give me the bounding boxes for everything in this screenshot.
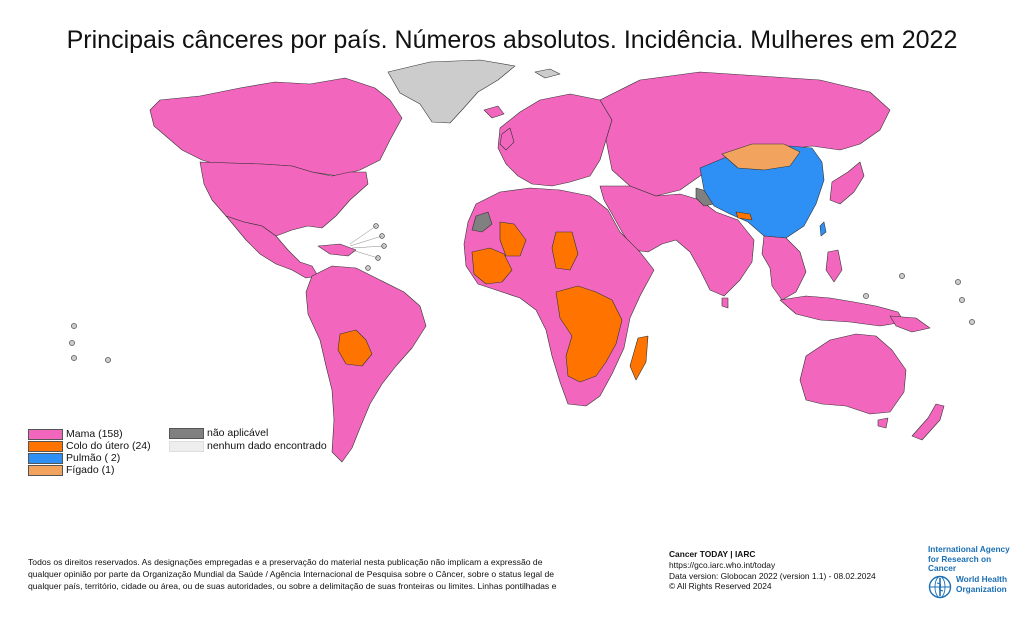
- new-zealand-region: [911, 403, 945, 441]
- legend-swatch: [28, 441, 63, 452]
- iceland-region: [483, 105, 505, 119]
- logos-block: International Agency for Research on Can…: [928, 544, 1020, 599]
- png-region: [889, 315, 931, 333]
- iarc-logo-line: for Research on Cancer: [928, 553, 992, 573]
- bolivia-region: [337, 329, 373, 367]
- madagascar-region: [629, 335, 649, 381]
- philippines-region: [825, 249, 843, 283]
- island-marker: [71, 355, 77, 361]
- source-block: Cancer TODAY | IARC https://gco.iarc.who…: [669, 549, 876, 592]
- legend-swatch: [169, 441, 204, 452]
- west-africa-cervix-region: [471, 247, 513, 285]
- nepal-region: [735, 211, 753, 221]
- disclaimer-line: Todos os direitos reservados. As designa…: [28, 557, 543, 567]
- island-marker: [959, 297, 965, 303]
- southeast-asia-region: [761, 235, 807, 301]
- legend-label: Pulmão ( 2): [66, 452, 121, 464]
- leader-line: [349, 235, 383, 247]
- island-marker: [955, 279, 961, 285]
- japan-korea-region: [829, 161, 865, 205]
- disclaimer-text: Todos os direitos reservados. As designa…: [28, 556, 648, 593]
- legend-swatch: [28, 429, 63, 440]
- island-marker: [71, 323, 77, 329]
- who-logo-line: World Health: [956, 574, 1008, 584]
- mali-region: [499, 221, 527, 257]
- central-southern-africa-cervix-region: [555, 285, 623, 383]
- svalbard-region: [534, 68, 561, 79]
- disclaimer-line: qualquer país, território, cidade ou áre…: [28, 581, 557, 592]
- legend-swatch: [169, 428, 204, 439]
- island-marker: [69, 340, 75, 346]
- taiwan-region: [819, 221, 827, 237]
- legend-label: não aplicável: [207, 427, 269, 439]
- source-version: Data version: Globocan 2022 (version 1.1…: [669, 570, 876, 581]
- western-sahara-region: [471, 211, 493, 233]
- leader-line: [351, 249, 379, 259]
- island-marker: [105, 357, 111, 363]
- island-marker: [969, 319, 975, 325]
- disclaimer-line: qualquer opinião por parte da Organizaçã…: [28, 569, 555, 580]
- who-emblem-icon: [928, 575, 952, 599]
- legend-label: nenhum dado encontrado: [207, 440, 327, 452]
- source-title: Cancer TODAY | IARC: [669, 549, 756, 559]
- chad-region: [551, 231, 579, 271]
- legend-label: Mama (158): [66, 428, 123, 440]
- map-title: Principais cânceres por país. Números ab…: [66, 26, 958, 54]
- who-logo: World Health Organization: [928, 573, 1020, 607]
- source-url[interactable]: https://gco.iarc.who.int/today: [669, 559, 776, 570]
- greenland-region: [387, 59, 516, 124]
- leader-line: [351, 245, 385, 249]
- caribbean-region: [317, 243, 357, 257]
- tasmania-region: [877, 417, 889, 429]
- sri-lanka-region: [721, 297, 729, 309]
- uk-region: [499, 127, 515, 151]
- legend-label: Colo do útero (24): [66, 440, 151, 452]
- south-america-region: [305, 265, 427, 463]
- legend-swatch: [28, 453, 63, 464]
- who-logo-text: World Health Organization: [956, 574, 1008, 594]
- australia-region: [799, 333, 907, 415]
- island-marker: [365, 265, 371, 271]
- legend-label: Fígado (1): [66, 464, 115, 476]
- who-logo-line: Organization: [956, 583, 1007, 594]
- iarc-logo-line: International Agency: [928, 544, 1010, 554]
- source-copyright: © All Rights Reserved 2024: [669, 581, 772, 592]
- indonesia-region: [779, 295, 905, 327]
- island-marker: [863, 293, 869, 299]
- leader-line: [349, 225, 377, 245]
- legend-swatch: [28, 465, 63, 476]
- iarc-logo: International Agency for Research on Can…: [928, 544, 1020, 574]
- mongolia-region: [721, 143, 801, 171]
- europe-region: [497, 93, 613, 187]
- north-america-north-region: [149, 77, 403, 177]
- island-marker: [899, 273, 905, 279]
